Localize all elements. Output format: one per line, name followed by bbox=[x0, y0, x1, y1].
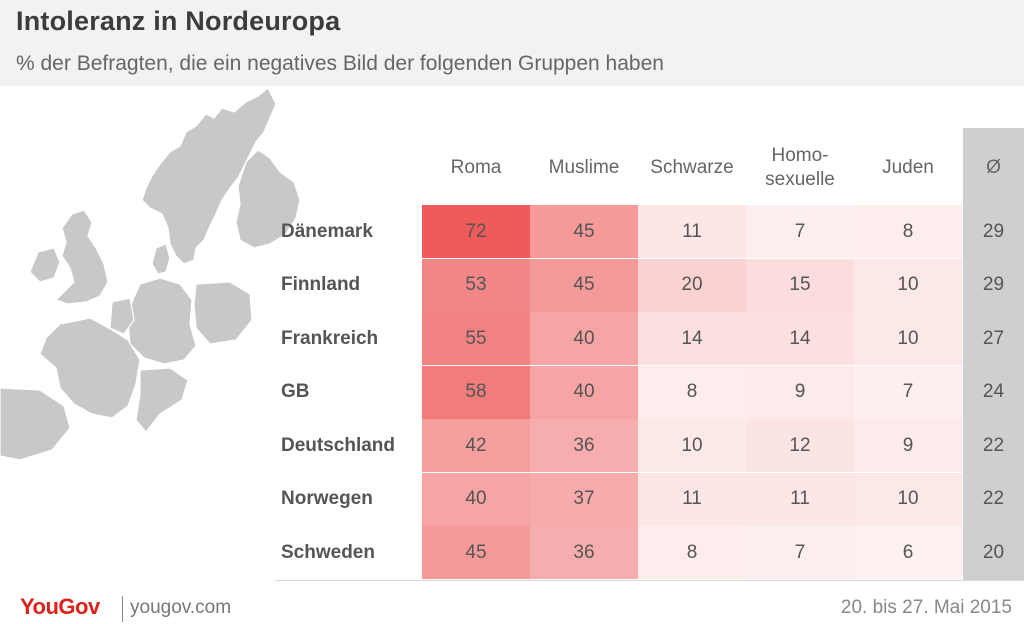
heat-cell: 12 bbox=[746, 419, 854, 472]
average-cell: 22 bbox=[982, 488, 1005, 509]
row-label: GB bbox=[281, 381, 310, 402]
benelux-shape bbox=[109, 297, 135, 335]
denmark-shape bbox=[151, 243, 171, 275]
heat-cell: 42 bbox=[422, 419, 530, 472]
column-header-5: Ø bbox=[986, 157, 1001, 178]
site-link[interactable]: yougov.com bbox=[130, 597, 232, 618]
average-column-band bbox=[963, 128, 1024, 580]
column-header-3: Homo- sexuelle bbox=[765, 145, 835, 190]
ireland-shape bbox=[29, 247, 61, 283]
heat-cell: 11 bbox=[746, 472, 854, 526]
column-header-2: Schwarze bbox=[650, 157, 734, 178]
heat-cell: 10 bbox=[638, 419, 746, 472]
alps-shape bbox=[135, 367, 189, 433]
column-header-1: Muslime bbox=[548, 157, 620, 178]
logo-separator bbox=[122, 596, 123, 622]
average-cell: 29 bbox=[982, 274, 1005, 295]
heat-cell: 10 bbox=[854, 472, 962, 526]
heat-cell: 45 bbox=[530, 205, 638, 258]
france-shape bbox=[39, 317, 141, 419]
average-cell: 22 bbox=[982, 434, 1005, 456]
heat-cell: 7 bbox=[746, 205, 854, 258]
heat-cell: 8 bbox=[638, 365, 746, 419]
uk-shape bbox=[54, 209, 109, 305]
row-label: Deutschland bbox=[281, 434, 396, 456]
row-label: Dänemark bbox=[281, 220, 373, 242]
heat-cell: 8 bbox=[638, 526, 746, 579]
heat-cell: 9 bbox=[746, 365, 854, 419]
heat-cell: 7 bbox=[746, 526, 854, 579]
heat-cell: 14 bbox=[638, 312, 746, 365]
heat-cell: 55 bbox=[422, 312, 530, 365]
table-divider bbox=[275, 580, 1024, 581]
heat-cell: 20 bbox=[638, 258, 746, 312]
average-cell: 27 bbox=[982, 327, 1005, 349]
row-label: Norwegen bbox=[281, 488, 373, 509]
heat-cell: 14 bbox=[746, 312, 854, 365]
heat-cell: 72 bbox=[422, 205, 530, 258]
heat-cell: 37 bbox=[530, 472, 638, 526]
heat-cell: 7 bbox=[854, 365, 962, 419]
average-cell: 29 bbox=[982, 220, 1005, 242]
row-label: Schweden bbox=[281, 541, 375, 563]
poland-shape bbox=[193, 281, 253, 345]
heat-cell: 45 bbox=[422, 526, 530, 579]
heat-cell: 8 bbox=[854, 205, 962, 258]
heat-cell: 9 bbox=[854, 419, 962, 472]
germany-shape bbox=[127, 277, 197, 365]
heat-cell: 40 bbox=[530, 312, 638, 365]
yougov-logo[interactable]: YouGov bbox=[20, 594, 100, 619]
heat-cell: 36 bbox=[530, 526, 638, 579]
heat-cell: 6 bbox=[854, 526, 962, 579]
column-header-4: Juden bbox=[882, 157, 934, 178]
chart-subtitle: % der Befragten, die ein negatives Bild … bbox=[16, 52, 664, 75]
heat-cell: 58 bbox=[422, 365, 530, 419]
column-header-0: Roma bbox=[450, 157, 502, 178]
iberia-shape bbox=[0, 387, 71, 460]
heat-cell: 53 bbox=[422, 258, 530, 312]
finland-shape bbox=[235, 149, 301, 249]
heat-cell: 36 bbox=[530, 419, 638, 472]
heat-cell: 10 bbox=[854, 312, 962, 365]
heat-cell: 15 bbox=[746, 258, 854, 312]
heat-cell: 40 bbox=[422, 472, 530, 526]
chart-title: Intoleranz in Nordeuropa bbox=[16, 6, 341, 36]
average-cell: 24 bbox=[982, 381, 1005, 402]
heat-cell: 40 bbox=[530, 365, 638, 419]
heat-cell: 10 bbox=[854, 258, 962, 312]
row-label: Frankreich bbox=[281, 327, 379, 349]
average-cell: 20 bbox=[982, 541, 1005, 563]
row-label: Finnland bbox=[281, 274, 361, 295]
heat-cell: 11 bbox=[638, 472, 746, 526]
survey-date: 20. bis 27. Mai 2015 bbox=[840, 597, 1012, 618]
northern-europe-map-icon bbox=[0, 88, 301, 460]
header: Intoleranz in Nordeuropa % der Befragten… bbox=[0, 0, 1024, 86]
heat-cell: 11 bbox=[638, 205, 746, 258]
heat-cell: 45 bbox=[530, 258, 638, 312]
